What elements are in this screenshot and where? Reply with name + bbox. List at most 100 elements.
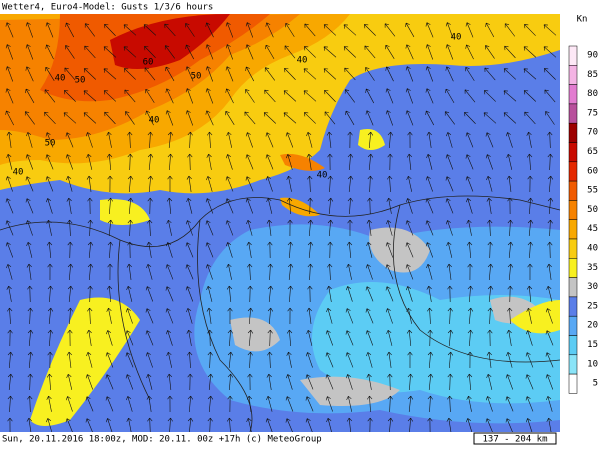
wind-arrow xyxy=(504,23,516,37)
wind-arrow xyxy=(66,176,73,192)
wind-arrow xyxy=(26,132,33,148)
wind-arrow xyxy=(445,44,454,60)
legend-swatch xyxy=(568,315,578,336)
wind-arrow xyxy=(225,242,233,258)
wind-arrow xyxy=(105,418,113,434)
wind-arrow xyxy=(325,352,334,368)
legend-swatch xyxy=(568,142,578,163)
legend-swatch xyxy=(568,180,578,201)
wind-arrow xyxy=(467,285,474,302)
wind-arrow xyxy=(226,263,232,280)
wind-arrow xyxy=(546,286,553,302)
wind-arrow xyxy=(286,197,293,214)
wind-arrow xyxy=(307,175,313,193)
wind-arrow xyxy=(5,220,14,236)
wind-arrow xyxy=(165,264,174,280)
wind-arrow xyxy=(345,308,354,324)
wind-arrow xyxy=(445,66,454,82)
wind-arrow xyxy=(384,23,396,37)
wind-arrow xyxy=(325,374,334,390)
wind-arrow xyxy=(426,285,432,302)
wind-arrow xyxy=(5,44,14,60)
wind-arrow xyxy=(266,197,273,214)
wind-arrow xyxy=(65,418,74,434)
wind-arrow xyxy=(386,197,392,214)
wind-arrow xyxy=(427,395,433,413)
wind-arrow xyxy=(65,132,74,148)
wind-arrow xyxy=(7,417,13,435)
wind-arrow xyxy=(323,46,337,58)
wind-arrow xyxy=(545,308,553,324)
wind-arrow xyxy=(123,68,136,80)
wind-arrow xyxy=(164,23,176,37)
wind-arrow xyxy=(546,263,552,280)
wind-arrow xyxy=(127,153,133,171)
wind-arrow xyxy=(385,308,393,324)
wind-arrow xyxy=(385,286,394,302)
wind-arrow xyxy=(225,44,234,60)
wind-arrow xyxy=(267,263,273,281)
wind-arrow xyxy=(465,176,474,192)
wind-arrow xyxy=(367,175,373,193)
wind-arrow xyxy=(247,263,253,281)
contour-label: 50 xyxy=(45,139,56,149)
wind-arrow xyxy=(7,329,13,347)
wind-arrow xyxy=(507,241,514,258)
wind-arrow xyxy=(146,241,152,258)
wind-arrow xyxy=(445,220,453,236)
wind-arrow xyxy=(7,395,13,413)
wind-arrow xyxy=(427,417,433,435)
wind-arrow xyxy=(425,110,435,126)
wind-arrow xyxy=(124,111,135,125)
wind-arrow xyxy=(245,22,254,38)
wind-arrow xyxy=(405,220,414,236)
wind-arrow xyxy=(5,198,14,214)
contour-labels: 60 50 50 50 40 40 40 40 40 40 xyxy=(13,33,462,181)
wind-arrow xyxy=(125,374,134,390)
wind-arrow xyxy=(367,131,374,148)
wind-arrow xyxy=(207,329,213,347)
wind-arrow xyxy=(303,46,316,58)
wind-arrow xyxy=(303,90,317,102)
wind-arrow xyxy=(5,176,13,192)
wind-arrow xyxy=(87,219,93,237)
wind-arrow xyxy=(505,132,513,148)
wind-arrow xyxy=(225,220,234,236)
wind-arrow xyxy=(106,153,113,170)
wind-arrow xyxy=(85,418,94,434)
wind-arrow xyxy=(526,131,532,148)
wind-arrow xyxy=(467,263,473,281)
wind-arrow xyxy=(25,220,33,236)
wind-arrow xyxy=(545,374,554,390)
wind-arrow xyxy=(446,241,453,258)
wind-arrow xyxy=(207,373,214,390)
wind-arrow xyxy=(247,329,254,346)
wind-arrow xyxy=(287,219,293,237)
wind-arrow xyxy=(147,153,154,170)
wind-arrow xyxy=(306,307,312,324)
wind-arrow xyxy=(145,286,154,302)
wind-arrow xyxy=(165,286,174,302)
wind-arrow xyxy=(165,110,174,126)
wind-arrow xyxy=(145,110,154,126)
wind-arrow xyxy=(445,198,454,214)
wind-arrow xyxy=(264,89,276,103)
wind-arrow xyxy=(25,88,35,104)
wind-arrow xyxy=(267,351,273,369)
wind-arrow xyxy=(247,285,253,303)
wind-arrow xyxy=(167,395,173,413)
wind-arrow xyxy=(285,418,294,434)
wind-arrow xyxy=(107,263,113,281)
wind-arrow xyxy=(505,418,514,434)
legend-swatch xyxy=(568,200,578,220)
wind-arrow xyxy=(307,263,313,281)
wind-arrow xyxy=(284,45,296,59)
wind-arrow xyxy=(527,219,534,236)
gust-area xyxy=(369,227,430,273)
wind-arrow xyxy=(547,131,553,149)
legend-label: 75 xyxy=(587,108,598,118)
legend-swatch xyxy=(568,219,578,240)
wind-arrow xyxy=(67,329,73,347)
wind-arrow xyxy=(27,329,34,346)
wind-arrow xyxy=(385,110,394,126)
